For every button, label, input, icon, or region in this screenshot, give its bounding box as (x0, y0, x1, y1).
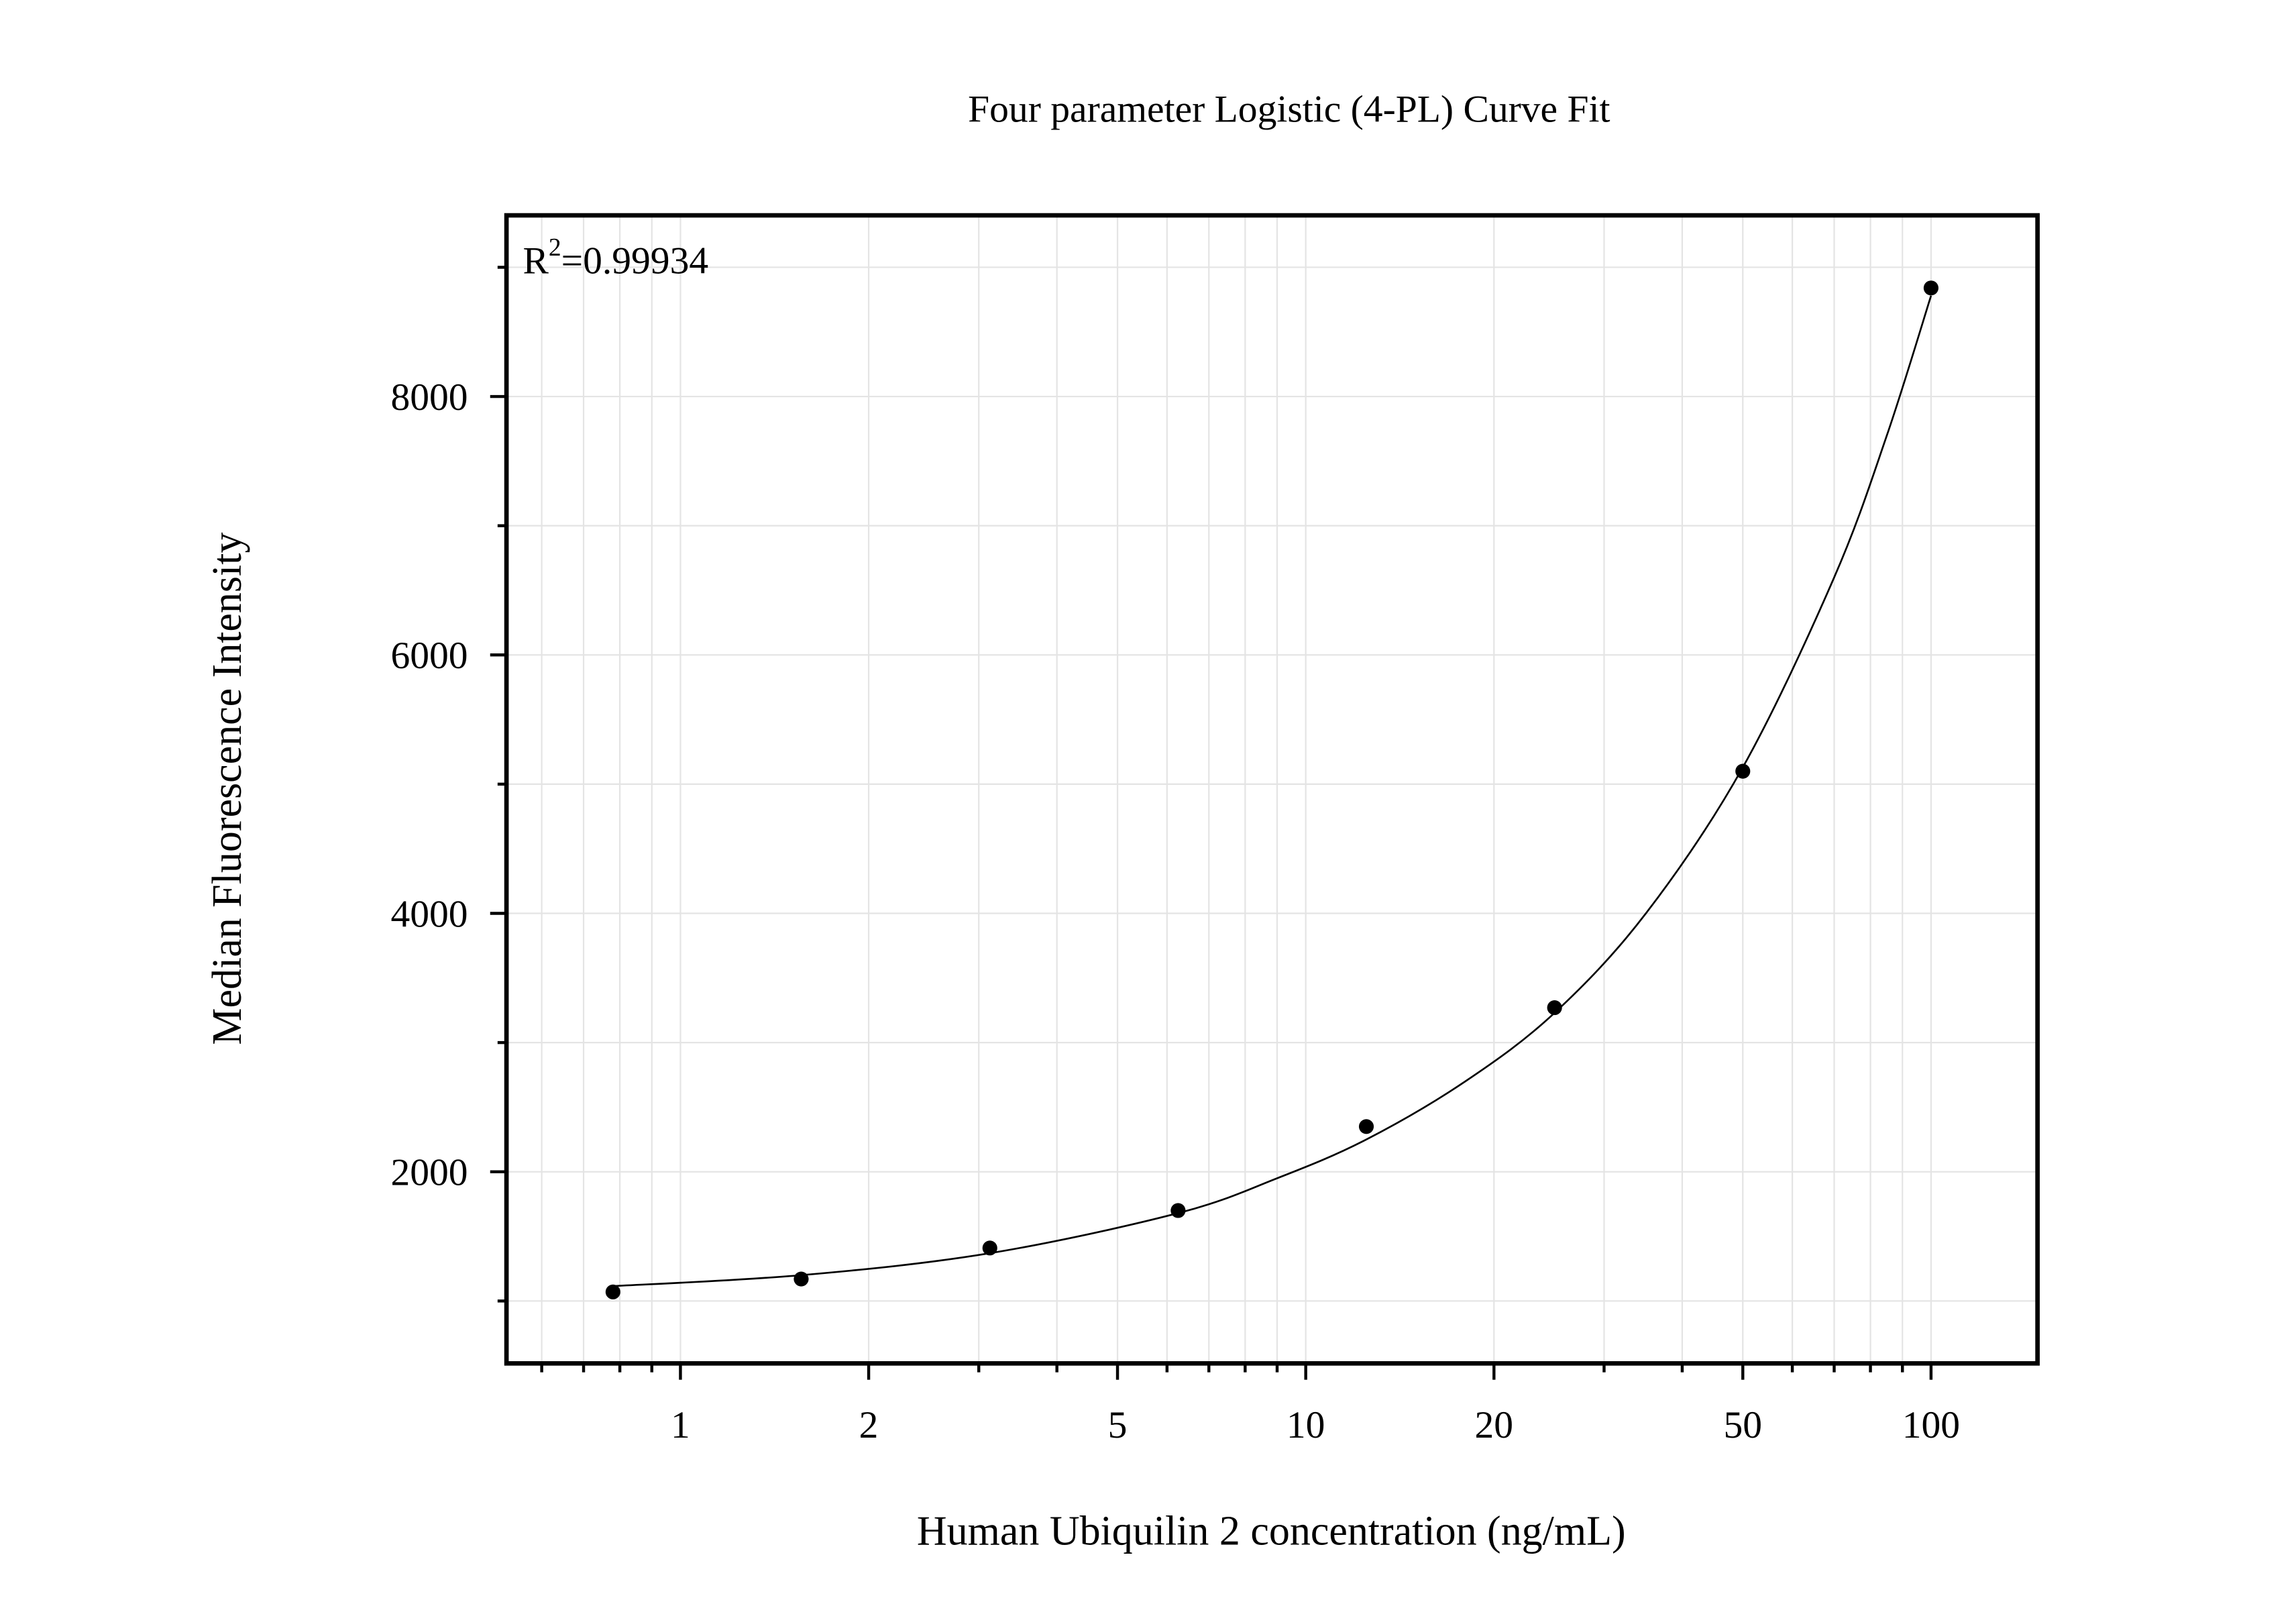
data-point (1923, 280, 1938, 296)
annotation-rest: =0.99934 (561, 239, 708, 282)
x-tick-label: 100 (1902, 1404, 1960, 1446)
annotation-text: R (523, 239, 549, 282)
x-tick-label: 10 (1287, 1404, 1325, 1446)
annotation-superscript: 2 (549, 233, 561, 262)
x-axis-label: Human Ubiquilin 2 concentration (ng/mL) (917, 1508, 1626, 1554)
x-tick-label: 2 (859, 1404, 879, 1446)
x-tick-label: 20 (1475, 1404, 1514, 1446)
x-tick-label: 50 (1723, 1404, 1762, 1446)
y-tick-label: 6000 (390, 635, 468, 677)
annotation: R2=0.99934 (523, 233, 708, 282)
chart-title: Four parameter Logistic (4-PL) Curve Fit (968, 89, 1610, 131)
plot-area (490, 266, 1938, 1380)
grid (506, 215, 2038, 1364)
x-tick-label: 1 (671, 1404, 690, 1446)
data-point (1358, 1119, 1374, 1134)
data-point (1735, 763, 1751, 779)
x-tick-label: 5 (1108, 1404, 1128, 1446)
y-axis-label: Median Fluorescence Intensity (205, 533, 250, 1045)
data-point (605, 1284, 620, 1299)
y-tick-label: 4000 (390, 893, 468, 935)
data-point (1170, 1203, 1186, 1218)
plot-frame (504, 213, 2040, 1366)
data-point (982, 1240, 997, 1256)
fit-curve (612, 295, 1932, 1287)
y-tick-label: 8000 (390, 376, 468, 419)
data-point (794, 1271, 809, 1287)
y-tick-label: 2000 (390, 1152, 468, 1194)
data-point (1547, 1000, 1562, 1016)
